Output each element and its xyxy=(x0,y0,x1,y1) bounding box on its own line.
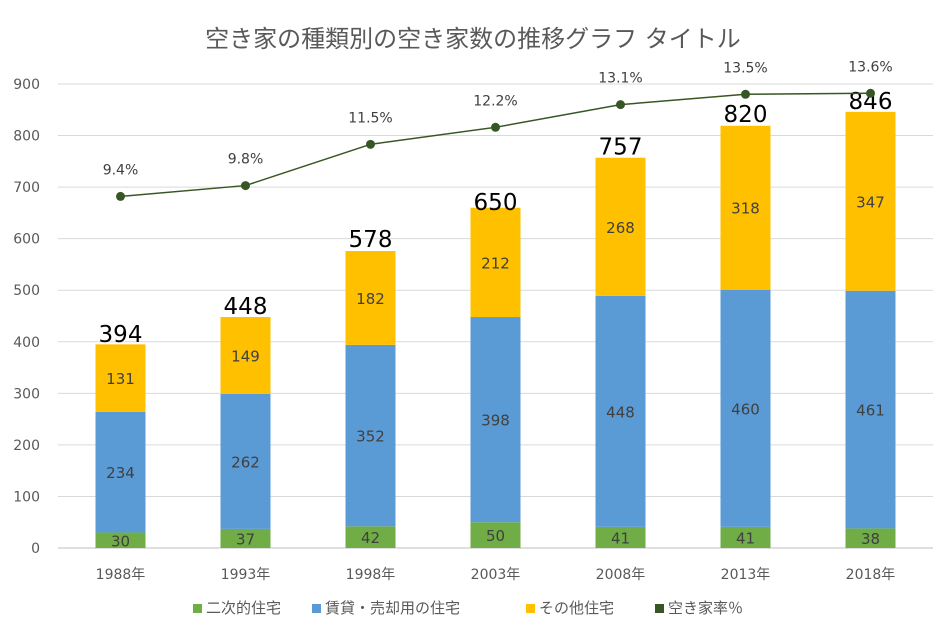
segment-data-label: 30 xyxy=(111,532,130,550)
rate-data-label: 13.6% xyxy=(848,59,892,75)
y-tick-label: 300 xyxy=(13,386,40,402)
legend-swatch xyxy=(312,604,321,613)
x-tick-label: 2003年 xyxy=(471,567,521,583)
segment-data-label: 318 xyxy=(731,200,760,218)
y-tick-label: 0 xyxy=(31,541,40,557)
segment-data-label: 182 xyxy=(356,290,385,308)
total-data-label: 448 xyxy=(224,294,268,320)
rate-data-label: 13.1% xyxy=(598,71,642,87)
segment-data-label: 398 xyxy=(481,412,510,430)
legend-swatch xyxy=(655,604,664,613)
bar-segment xyxy=(220,528,271,548)
segment-data-label: 448 xyxy=(606,403,635,421)
rate-point xyxy=(866,88,875,98)
legend-swatch xyxy=(526,604,535,613)
bar-segment xyxy=(720,289,771,527)
legend-entry: 空き家率％ xyxy=(668,599,743,617)
rate-data-label: 12.2% xyxy=(473,93,517,109)
bar-segment xyxy=(595,157,646,296)
bar-segment xyxy=(595,295,646,527)
legend-entry: 二次的住宅 xyxy=(206,599,281,617)
segment-data-label: 42 xyxy=(361,529,380,547)
total-data-label: 820 xyxy=(724,102,768,128)
rate-point xyxy=(741,89,750,99)
y-tick-label: 500 xyxy=(13,283,40,299)
bar-segment xyxy=(470,317,521,523)
rate-point xyxy=(366,139,375,149)
x-tick-label: 1993年 xyxy=(221,567,271,583)
segment-data-label: 268 xyxy=(606,219,635,237)
total-data-label: 394 xyxy=(99,322,143,348)
rate-point xyxy=(241,181,250,191)
rate-data-label: 13.5% xyxy=(723,60,767,76)
rate-point xyxy=(116,191,125,201)
x-tick-label: 1998年 xyxy=(346,567,396,583)
segment-data-label: 38 xyxy=(861,530,880,548)
segment-data-label: 131 xyxy=(106,370,135,388)
segment-data-label: 234 xyxy=(106,464,135,482)
total-data-label: 757 xyxy=(599,135,643,161)
y-tick-label: 800 xyxy=(13,129,40,145)
y-tick-label: 200 xyxy=(13,438,40,454)
bar-segment xyxy=(595,526,646,548)
segment-data-label: 461 xyxy=(856,402,885,420)
segment-data-label: 262 xyxy=(231,453,260,471)
legend-entry: 賃貸・売却用の住宅 xyxy=(325,599,460,617)
legend: 二次的住宅 賃貸・売却用の住宅 その他住宅 空き家率％ xyxy=(193,599,743,617)
bar-segment xyxy=(95,532,146,548)
rate-data-label: 11.5% xyxy=(348,110,392,126)
bar-segment xyxy=(470,522,521,548)
legend-swatch xyxy=(193,604,202,613)
chart-title: 空き家の種類別の空き家数の推移グラフ タイトル xyxy=(205,25,741,53)
y-tick-label: 700 xyxy=(13,180,40,196)
segment-data-label: 41 xyxy=(611,529,630,547)
x-axis: 1988年 1993年 1998年 2003年 2008年 2013年 2018年 xyxy=(96,567,896,583)
rate-point xyxy=(616,100,625,110)
bar-segment xyxy=(345,344,396,527)
y-tick-label: 600 xyxy=(13,232,40,248)
bar-segment xyxy=(720,125,771,290)
bar-segment xyxy=(220,317,271,394)
segment-data-label: 352 xyxy=(356,428,385,446)
bar-segment xyxy=(845,111,896,291)
bar-segment xyxy=(220,393,271,529)
bar-segment xyxy=(720,526,771,548)
x-tick-label: 2013年 xyxy=(721,567,771,583)
segment-data-label: 347 xyxy=(856,193,885,211)
bar-segment xyxy=(845,290,896,529)
total-data-label: 578 xyxy=(349,227,393,253)
total-data-label: 650 xyxy=(474,190,518,216)
segment-data-label: 41 xyxy=(736,529,755,547)
x-tick-label: 2018年 xyxy=(846,567,896,583)
y-tick-label: 900 xyxy=(13,77,40,93)
vacancy-rate-line: 9.4% 9.8% 11.5% 12.2% 13.1% 13.5% 13.6% xyxy=(103,59,893,201)
bar-segment xyxy=(470,207,521,318)
bar-segment xyxy=(845,528,896,548)
y-axis: 0 100 200 300 400 500 600 700 800 900 xyxy=(13,77,40,557)
rate-data-label: 9.8% xyxy=(228,152,264,168)
x-tick-label: 2008年 xyxy=(596,567,646,583)
rate-point xyxy=(491,122,500,132)
bar-segment xyxy=(95,411,146,533)
segment-data-label: 37 xyxy=(236,530,255,548)
y-tick-label: 100 xyxy=(13,489,40,505)
rate-data-label: 9.4% xyxy=(103,162,139,178)
bar-segment xyxy=(345,526,396,548)
x-tick-label: 1988年 xyxy=(96,567,146,583)
segment-data-label: 149 xyxy=(231,347,260,365)
bar-segment xyxy=(95,344,146,412)
y-tick-label: 400 xyxy=(13,335,40,351)
legend-entry: その他住宅 xyxy=(539,599,614,617)
segment-data-label: 460 xyxy=(731,400,760,418)
segment-data-label: 50 xyxy=(486,527,505,545)
bars: 30 234 131 394 37 262 149 448 42 352 182 578 50 398 21… xyxy=(95,89,896,550)
bar-segment xyxy=(345,251,396,345)
segment-data-label: 212 xyxy=(481,254,510,272)
